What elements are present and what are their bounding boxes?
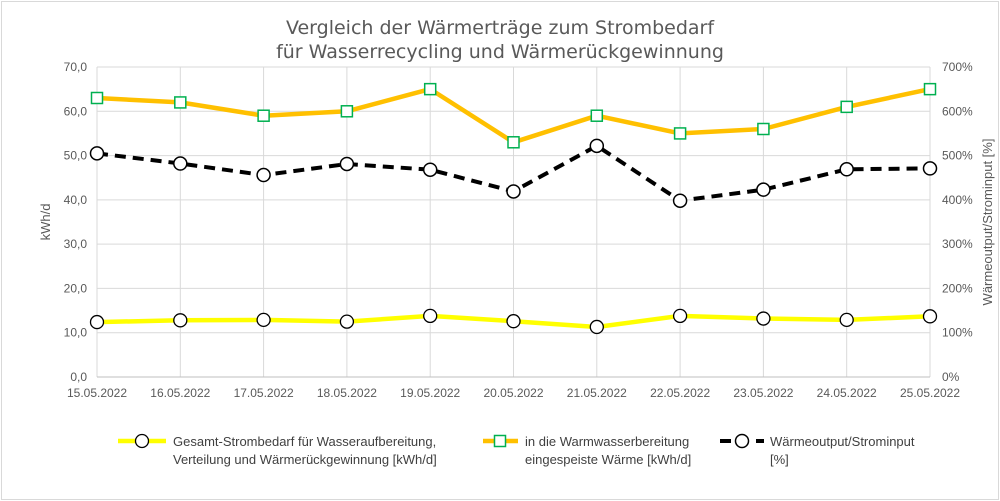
y-tick-label: 70,0: [64, 60, 88, 74]
chart-subtitle: für Wasserrecycling und Wärmerückgewinnu…: [276, 41, 724, 63]
y-tick-label: 40,0: [64, 193, 88, 207]
legend-label: [%]: [770, 452, 789, 467]
data-point: [672, 308, 688, 324]
data-point: [257, 109, 270, 122]
series-group: [90, 82, 937, 149]
legend-marker: [134, 433, 150, 449]
data-point: [922, 309, 938, 324]
legend-entry: Wärmeoutput/Strominput [%]: [720, 433, 915, 467]
data-point: [590, 109, 604, 122]
legend-label: Verteilung und Wärmerückgewinnung [kWh/d…: [173, 452, 437, 467]
data-point: [922, 161, 938, 176]
y2-axis-label: Wärmeoutput/Strominput [%]: [980, 139, 995, 306]
series-group: [89, 308, 938, 335]
y-tick-label: 20,0: [64, 281, 88, 295]
x-tick-label: 17.05.2022: [234, 386, 294, 400]
legend-label: Wärmeoutput/Strominput: [770, 434, 915, 449]
data-point: [756, 311, 771, 326]
data-point: [339, 314, 355, 329]
legend-entry: in die Warmwasserbereitung eingespeiste W…: [483, 434, 691, 467]
data-point: [923, 82, 937, 96]
series: [89, 82, 938, 335]
y2-tick-label: 100%: [942, 326, 973, 340]
legend-entry: Gesamt-Strombedarf für Wasseraufbereitun…: [118, 433, 437, 467]
gridlines: [96, 66, 931, 377]
y-tick-label: 0,0: [70, 370, 87, 384]
y-tick-label: 30,0: [64, 237, 88, 251]
y-axis-label: kWh/d: [38, 204, 53, 241]
y2-tick-label: 400%: [942, 193, 973, 207]
data-point: [507, 136, 520, 149]
data-point: [174, 96, 187, 109]
x-tick-label: 24.05.2022: [817, 386, 877, 400]
x-tick-label: 18.05.2022: [317, 386, 377, 400]
y-tick-label: 10,0: [64, 326, 88, 340]
y2-tick-label: 200%: [942, 281, 973, 295]
legend-marker: [493, 434, 507, 448]
data-point: [672, 193, 688, 208]
y2-tick-label: 500%: [942, 149, 973, 163]
x-tick-label: 23.05.2022: [733, 386, 793, 400]
legend-label: in die Warmwasserbereitung: [525, 434, 689, 449]
data-point: [90, 91, 104, 105]
data-point: [422, 162, 438, 177]
x-tick-label: 22.05.2022: [650, 386, 710, 400]
data-point: [256, 312, 271, 328]
axes: 0,0 0% 10,0 100% 20,0 200% 30,0 300% 40,0 400% 50,…: [64, 60, 973, 400]
x-tick-label: 15.05.2022: [67, 386, 127, 400]
data-point: [173, 156, 188, 171]
x-tick-label: 21.05.2022: [567, 386, 627, 400]
data-point: [89, 146, 105, 161]
data-point: [673, 127, 687, 140]
data-point: [840, 100, 853, 114]
data-point: [339, 156, 355, 172]
data-point: [173, 313, 188, 328]
data-point: [839, 162, 854, 177]
legend: Gesamt-Strombedarf für Wasseraufbereitun…: [118, 433, 915, 467]
data-point: [757, 122, 770, 136]
y2-tick-label: 600%: [942, 104, 973, 118]
data-point: [589, 319, 604, 335]
y-tick-label: 50,0: [64, 149, 88, 163]
data-point: [423, 308, 438, 324]
y2-tick-label: 700%: [942, 60, 973, 74]
x-tick-label: 19.05.2022: [400, 386, 460, 400]
legend-label: Gesamt-Strombedarf für Wasseraufbereitun…: [173, 434, 436, 449]
series-group: [89, 138, 938, 208]
y-tick-label: 60,0: [64, 104, 88, 118]
data-point: [89, 314, 105, 330]
y2-tick-label: 300%: [942, 237, 973, 251]
legend-marker: [734, 433, 750, 449]
data-point: [340, 105, 354, 118]
chart-title: Vergleich der Wärmerträge zum Strombedar…: [286, 17, 715, 39]
data-point: [839, 312, 854, 328]
data-point: [506, 314, 521, 329]
data-point: [256, 167, 271, 183]
legend-label: eingespeiste Wärme [kWh/d]: [525, 452, 691, 467]
x-tick-label: 25.05.2022: [900, 386, 960, 400]
x-tick-label: 20.05.2022: [483, 386, 543, 400]
data-point: [589, 138, 605, 154]
x-tick-label: 16.05.2022: [150, 386, 210, 400]
data-point: [423, 82, 437, 96]
y2-tick-label: 0%: [942, 370, 960, 384]
data-point: [506, 184, 521, 199]
data-point: [756, 182, 771, 197]
